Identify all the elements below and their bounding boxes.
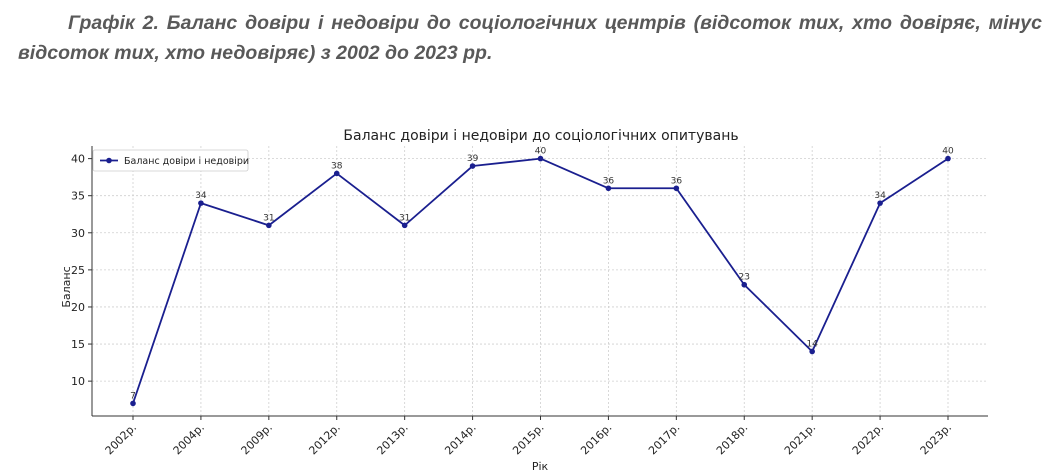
data-label: 36 — [671, 176, 683, 186]
x-tick-label: 2013р. — [374, 421, 410, 457]
x-tick-label: 2017р. — [646, 421, 682, 457]
legend: Баланс довіри і недовіри — [92, 149, 249, 172]
data-point — [469, 163, 476, 169]
data-point — [198, 200, 204, 206]
data-label: 31 — [263, 213, 274, 223]
x-tick-label: 2004р. — [171, 421, 207, 457]
x-tick-label: 2014р. — [442, 421, 478, 457]
data-point — [537, 155, 544, 162]
data-point — [130, 400, 136, 407]
data-label: 34 — [195, 191, 207, 201]
data-label: 40 — [535, 147, 547, 157]
data-point — [945, 155, 951, 162]
legend-label: Баланс довіри і недовіри — [124, 156, 249, 167]
y-tick-label: 40 — [71, 153, 85, 166]
y-tick-label: 30 — [71, 227, 85, 240]
x-tick-label: 2002р. — [103, 421, 139, 457]
data-point — [266, 222, 272, 229]
x-tick-label: 2022р. — [850, 421, 886, 457]
legend-box — [92, 149, 249, 172]
legend-dot-marker — [106, 157, 112, 164]
data-point — [605, 185, 612, 192]
axes: 10 15 20 25 30 35 40 2002р. 2004р. 2009р. 2012р. 20… — [71, 146, 988, 457]
y-tick-label: 25 — [71, 264, 85, 277]
data-label: 14 — [806, 339, 818, 349]
data-label: 39 — [467, 154, 479, 164]
y-tick-label: 35 — [71, 190, 85, 203]
chart-title: Баланс довіри і недовіри до соціологічни… — [343, 128, 738, 144]
x-tick-label: 2021р. — [782, 421, 818, 457]
data-point — [673, 185, 680, 192]
grid-lines — [92, 146, 988, 416]
x-tick-label: 2015р. — [510, 421, 546, 457]
y-tick-label: 15 — [71, 338, 85, 351]
data-point — [401, 222, 408, 229]
data-point — [809, 348, 815, 355]
x-tick-label: 2009р. — [239, 421, 275, 457]
x-tick-label: 2012р. — [306, 421, 342, 457]
x-tick-label: 2023р. — [918, 421, 954, 457]
y-tick-label: 20 — [71, 301, 85, 314]
data-point — [877, 200, 883, 206]
data-label: 34 — [874, 191, 886, 201]
data-label: 7 — [130, 391, 136, 401]
x-axis-title: Рік — [532, 460, 549, 470]
data-label: 38 — [331, 161, 343, 171]
data-point — [333, 170, 340, 177]
data-label: 23 — [739, 273, 750, 283]
x-tick-label: 2016р. — [578, 421, 614, 457]
figure-caption: Графік 2. Баланс довіри і недовіри до со… — [18, 12, 1042, 64]
data-label: 40 — [942, 147, 954, 157]
series-layer — [130, 155, 951, 407]
y-tick-label: 10 — [71, 375, 85, 388]
x-tick-label: 2018р. — [714, 421, 750, 457]
y-axis-title: Баланс — [60, 266, 73, 307]
data-label: 31 — [399, 213, 410, 223]
data-point — [741, 281, 748, 288]
data-label: 36 — [603, 176, 615, 186]
data-labels: 7 34 31 38 31 39 40 36 36 23 14 34 40 — [130, 147, 954, 402]
